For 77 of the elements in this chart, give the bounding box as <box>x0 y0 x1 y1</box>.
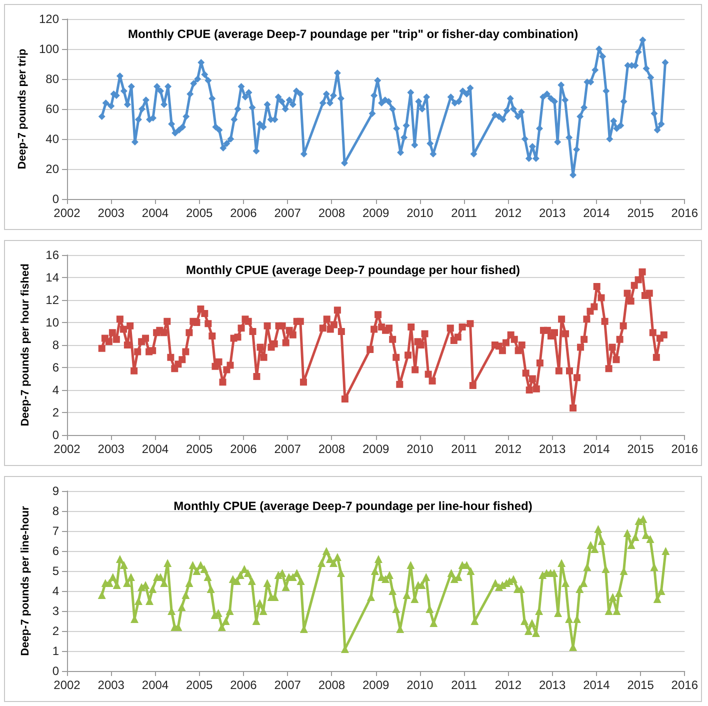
y-tick-label: 16 <box>46 248 60 262</box>
text: Monthly CPUE (average Deep-7 poundage per "trip" or fisher-day combination) <box>128 27 578 41</box>
y-tick-label: 2 <box>52 406 60 420</box>
x-tick-label: 2005 <box>186 678 214 692</box>
y-tick-label: 120 <box>38 12 60 26</box>
y-tick-label: 8 <box>52 504 60 518</box>
y-tick-label: 5 <box>52 564 60 578</box>
y-tick-label: 8 <box>52 338 60 352</box>
x-tick-label: 2015 <box>627 206 654 220</box>
x-tick-label: 2006 <box>230 678 258 692</box>
x-tick-label: 2008 <box>318 206 346 220</box>
y-tick-label: 100 <box>38 42 60 56</box>
x-tick-label: 2010 <box>406 678 434 692</box>
x-tick-label: 2003 <box>98 206 125 220</box>
x-tick-label: 2004 <box>142 442 169 456</box>
x-tick-label: 2016 <box>671 206 698 220</box>
x-tick-label: 2015 <box>627 678 654 692</box>
y-tick-label: 6 <box>52 360 60 374</box>
y-tick-label: 0 <box>52 428 60 442</box>
x-tick-label: 2011 <box>451 442 478 456</box>
x-tick-label: 2008 <box>318 442 346 456</box>
x-tick-label: 2011 <box>451 206 478 220</box>
x-tick-label: 2014 <box>583 442 610 456</box>
x-tick-label: 2004 <box>142 678 169 692</box>
x-tick-label: 2009 <box>362 442 390 456</box>
x-tick-label: 2007 <box>274 678 302 692</box>
x-tick-label: 2009 <box>362 678 390 692</box>
x-tick-label: 2006 <box>230 206 258 220</box>
x-tick-label: 2003 <box>98 678 125 692</box>
y-tick-label: 1 <box>52 644 60 658</box>
x-tick-label: 2010 <box>406 206 434 220</box>
y-tick-label: 40 <box>46 132 60 146</box>
x-tick-label: 2013 <box>538 442 566 456</box>
y-tick-label: 0 <box>52 664 60 678</box>
x-tick-label: 2012 <box>494 206 522 220</box>
y-tick-label: 2 <box>52 624 60 638</box>
x-tick-label: 2002 <box>54 442 81 456</box>
y-axis-title: Deep-7 pounds per trip <box>16 48 29 170</box>
x-tick-label: 2016 <box>671 678 698 692</box>
x-tick-label: 2002 <box>54 206 81 220</box>
x-tick-label: 2014 <box>583 678 610 692</box>
y-tick-label: 20 <box>46 162 60 176</box>
y-tick-label: 60 <box>46 102 60 116</box>
y-axis-title: Deep-7 pounds per hour fished <box>20 264 32 426</box>
x-tick-label: 2008 <box>318 678 346 692</box>
x-tick-label: 2012 <box>494 678 522 692</box>
x-tick-label: 2006 <box>230 442 258 456</box>
x-tick-label: 2013 <box>538 206 566 220</box>
y-tick-label: 7 <box>52 524 60 538</box>
x-tick-label: 2012 <box>494 442 522 456</box>
y-tick-label: 4 <box>52 584 60 598</box>
y-tick-label: 14 <box>46 270 60 284</box>
y-tick-label: 0 <box>52 192 60 206</box>
y-tick-label: 9 <box>52 484 60 498</box>
x-tick-label: 2002 <box>54 678 81 692</box>
x-tick-label: 2011 <box>451 678 478 692</box>
y-tick-label: 6 <box>52 544 60 558</box>
x-tick-label: 2004 <box>142 206 169 220</box>
y-tick-label: 3 <box>52 604 60 618</box>
y-tick-label: 80 <box>46 72 60 86</box>
x-tick-label: 2005 <box>186 206 214 220</box>
y-axis-title: Deep-7 pounds per line-hour <box>20 505 32 656</box>
x-tick-label: 2014 <box>583 206 610 220</box>
x-tick-label: 2016 <box>671 442 698 456</box>
x-tick-label: 2007 <box>274 206 302 220</box>
x-tick-label: 2005 <box>186 442 214 456</box>
text: Monthly CPUE (average Deep-7 poundage per hour fished) <box>186 263 520 277</box>
x-tick-label: 2015 <box>627 442 654 456</box>
x-tick-label: 2003 <box>98 442 125 456</box>
text: Monthly CPUE (average Deep-7 poundage per line-hour fished) <box>174 499 532 513</box>
x-tick-label: 2007 <box>274 442 302 456</box>
x-tick-label: 2009 <box>362 206 390 220</box>
y-tick-label: 12 <box>46 293 60 307</box>
y-tick-label: 10 <box>46 316 60 330</box>
y-tick-label: 4 <box>52 383 60 397</box>
x-tick-label: 2013 <box>538 678 566 692</box>
x-tick-label: 2010 <box>406 442 434 456</box>
